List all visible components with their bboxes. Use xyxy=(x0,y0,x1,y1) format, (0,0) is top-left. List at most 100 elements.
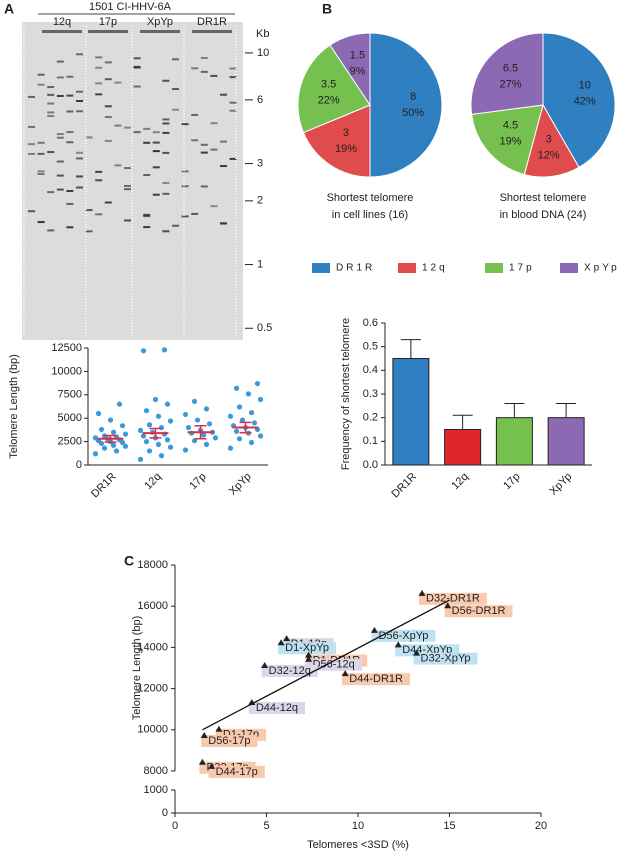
point-label: D32-12q xyxy=(269,665,311,677)
y-tick-label: 0.0 xyxy=(363,459,378,471)
unit-label: Kb xyxy=(256,28,269,40)
gel-band xyxy=(200,151,208,154)
lane-bar xyxy=(88,30,128,33)
gel-band xyxy=(76,53,83,56)
gel-band xyxy=(229,76,237,79)
data-point xyxy=(248,439,255,446)
lane-bar xyxy=(42,30,82,33)
y-tick-label: 10000 xyxy=(51,365,82,377)
x-tick-label: DR1R xyxy=(89,471,119,501)
error-bar xyxy=(104,434,117,443)
gel-band xyxy=(162,230,170,233)
bar xyxy=(495,417,533,466)
gel-band xyxy=(47,102,55,105)
gel-band xyxy=(76,110,83,113)
gel-band xyxy=(66,141,74,144)
x-tick-label: 20 xyxy=(535,820,547,832)
lane-bar xyxy=(192,30,232,33)
pie-slice xyxy=(471,104,544,176)
gel-band xyxy=(66,110,74,113)
gel-band xyxy=(133,66,141,69)
data-point xyxy=(110,442,117,448)
data-point xyxy=(101,445,108,451)
x-tick-label: DR1R xyxy=(389,471,419,501)
data-point xyxy=(203,406,210,412)
data-point xyxy=(203,441,210,448)
gel-band xyxy=(124,167,131,170)
gel-band xyxy=(162,122,170,125)
data-point xyxy=(227,413,234,419)
gel-band xyxy=(143,213,151,216)
data-point xyxy=(200,731,208,738)
data-point xyxy=(158,424,165,431)
gel-band xyxy=(172,88,179,91)
gel-band xyxy=(152,166,160,169)
lane-label: DR1R xyxy=(197,16,227,28)
y-tick-label: 8000 xyxy=(144,765,168,777)
y-tick-label: 5000 xyxy=(58,412,82,424)
data-point xyxy=(152,396,159,403)
slice-percent: 27% xyxy=(500,78,522,90)
gel-band xyxy=(28,143,35,146)
gel-band xyxy=(162,181,170,184)
data-point xyxy=(113,448,120,454)
gel-band xyxy=(200,143,208,146)
gel-band xyxy=(47,111,55,114)
data-point xyxy=(155,413,162,419)
label-box xyxy=(261,664,318,677)
pie-slice xyxy=(329,32,371,107)
data-point xyxy=(122,431,129,437)
slice-count: 3.5 xyxy=(321,78,336,90)
label-box xyxy=(248,702,306,715)
gel-band xyxy=(220,222,227,225)
data-point xyxy=(167,444,174,450)
gel-band xyxy=(114,81,122,84)
gel-band xyxy=(104,201,112,204)
data-point xyxy=(305,651,313,658)
gel-band xyxy=(124,184,131,187)
slice-count: 6.5 xyxy=(503,62,518,74)
panel-label: B xyxy=(322,1,332,17)
gel-band xyxy=(104,116,112,119)
gel-band xyxy=(66,189,74,192)
legend-swatch xyxy=(560,263,578,273)
label-box xyxy=(208,765,265,778)
data-point xyxy=(257,396,264,403)
data-point xyxy=(257,433,264,439)
marker-label: 0.5 xyxy=(257,322,272,334)
data-point xyxy=(140,348,147,354)
data-point xyxy=(155,441,162,448)
gel-band xyxy=(133,65,141,68)
label-box xyxy=(278,642,336,655)
gel-band xyxy=(229,101,237,104)
legend-swatch xyxy=(312,263,330,273)
label-box xyxy=(444,605,513,618)
x-tick-label: 17p xyxy=(187,471,208,492)
data-point xyxy=(143,408,150,414)
slice-count: 3 xyxy=(546,134,552,146)
y-tick-label: 16000 xyxy=(137,600,168,612)
gel-band xyxy=(66,75,74,78)
data-point xyxy=(305,655,313,662)
y-tick-label: 0.1 xyxy=(363,435,378,447)
point-label: D56-12q xyxy=(313,659,355,671)
gel-band xyxy=(162,131,170,134)
legend-label: DR1R xyxy=(336,263,375,274)
gel-band xyxy=(152,141,160,144)
x-tick-label: 17p xyxy=(501,471,522,492)
data-point xyxy=(418,589,426,596)
legend-label: XpYp xyxy=(584,263,619,274)
x-tick-label: XpYp xyxy=(547,471,574,498)
gel-band xyxy=(76,186,83,189)
x-tick-label: 12q xyxy=(449,471,470,492)
trend-line xyxy=(202,599,450,731)
marker-label: 6 xyxy=(257,94,263,106)
gel-band xyxy=(143,226,151,229)
gel-band xyxy=(104,78,112,81)
y-tick-label: 0.4 xyxy=(363,364,378,376)
gel-band xyxy=(210,205,218,208)
label-box xyxy=(201,734,258,747)
pie-slice xyxy=(542,32,616,169)
data-point xyxy=(236,404,243,410)
